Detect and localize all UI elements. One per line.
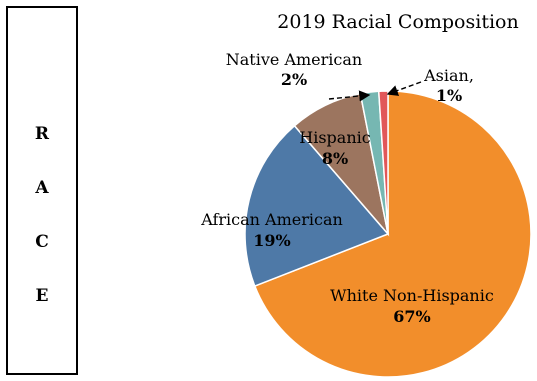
race-label-box: R A C E [6,6,78,375]
race-letter-e: E [35,286,49,306]
chart-title: 2019 Racial Composition [277,11,518,33]
pie-slice-white-non-hispanic [253,90,532,378]
slice-label-asian-percent: 1% [436,86,462,105]
slice-label-native-american: Native American [226,50,362,69]
pie-slice-african-american [244,124,390,288]
slice-label-asian: Asian, [423,66,474,85]
pie-slices [244,90,532,378]
slice-labels: White Non-Hispanic 67% African American 19%… [200,50,494,326]
asian-leader-line [386,81,422,96]
slice-label-african-american: African American [200,210,343,229]
race-letter-a: A [35,178,49,198]
slice-label-hispanic: Hispanic [299,128,370,147]
race-letter-c: C [35,232,49,252]
slice-label-native-american-percent: 2% [281,70,307,89]
slice-label-white-non-hispanic: White Non-Hispanic [330,286,494,305]
slice-label-white-non-hispanic-percent: 67% [393,307,430,326]
slice-label-african-american-percent: 19% [253,231,290,250]
native-american-leader-line [328,90,371,102]
race-letter-r: R [34,124,50,144]
slice-label-hispanic-percent: 8% [322,149,348,168]
